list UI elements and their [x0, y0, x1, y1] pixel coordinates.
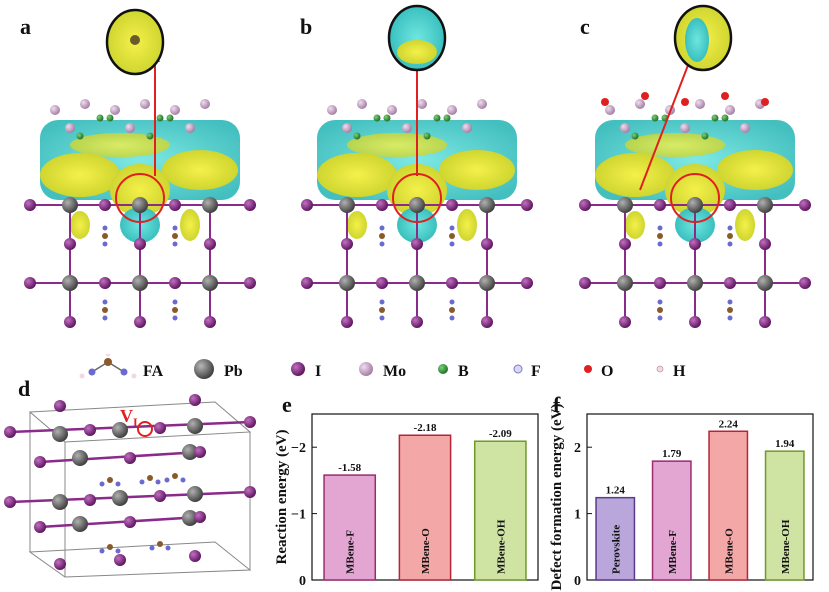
structure-panel-c	[578, 4, 812, 329]
legend-b: B	[438, 363, 469, 380]
legend-label-i: I	[315, 363, 321, 380]
legend-label-h: H	[673, 363, 686, 380]
charge-density-structures	[23, 4, 812, 329]
legend-f: F	[513, 363, 541, 380]
structure-panel-b	[300, 4, 534, 329]
structure-panel-a	[23, 8, 257, 329]
legend-i: I	[291, 362, 321, 380]
panel-letter-a: a	[20, 14, 31, 39]
chart-f-plot-frame	[586, 413, 814, 581]
vacancy-circle	[137, 421, 153, 437]
chart-f-ytick-label: 2	[574, 441, 581, 456]
legend-pb: Pb	[194, 359, 243, 380]
legend-label-o: O	[601, 363, 613, 380]
chart-e-bar	[323, 474, 377, 581]
chart-f-ytick-label: 0	[574, 574, 581, 589]
legend-label-fa: FA	[143, 363, 164, 380]
chart-f-category-label: MBene-O	[723, 528, 735, 574]
chart-f-value-label: 1.24	[606, 485, 626, 497]
chart-e-value-label: -2.18	[414, 422, 437, 434]
chart-f-category-label: MBene-OH	[780, 519, 792, 574]
o-atom-icon	[584, 365, 592, 373]
chart-e-category-label: MBene-O	[420, 528, 432, 574]
chart-e-category-label: MBene-OH	[495, 519, 507, 574]
chart-f-ylabel: Defect formation energy (eV)	[549, 404, 565, 591]
chart-f-value-label: 1.79	[662, 448, 682, 460]
panel-letter-c: c	[580, 14, 590, 39]
vacancy-label: VI	[120, 406, 138, 429]
chart-f-bar	[595, 496, 636, 581]
chart-e-value-label: -1.58	[338, 462, 361, 474]
chart-f-bar	[764, 450, 805, 581]
chart-e-ylabel: Reaction energy (eV)	[274, 430, 290, 565]
i-atom-icon	[291, 362, 305, 376]
element-legend: FA Pb I Mo B F O H	[79, 354, 686, 380]
f-atom-icon	[513, 364, 523, 374]
chart-f-category-label: Perovskite	[610, 525, 622, 574]
panel-letter-f: f	[553, 392, 561, 417]
panel-letter-e: e	[282, 392, 292, 417]
mo-atom-icon	[359, 362, 373, 376]
legend-label-f: F	[531, 363, 541, 380]
chart-f-value-label: 1.94	[775, 438, 795, 450]
panel-letter-d: d	[18, 376, 31, 401]
fa-molecule-icon	[79, 354, 137, 379]
chart-e-bar	[398, 434, 452, 581]
panel-letter-b: b	[300, 14, 313, 39]
legend-mo: Mo	[359, 362, 406, 380]
chart-e-ytick-label: 0	[299, 574, 306, 589]
chart-e-value-label: -2.09	[489, 428, 512, 440]
legend-label-b: B	[458, 363, 469, 380]
pb-atom-icon	[194, 359, 214, 379]
legend-o: O	[584, 363, 613, 380]
chart-e-ytick-label: −1	[291, 508, 306, 523]
chart-e-bar	[473, 440, 527, 581]
legend-h: H	[656, 363, 686, 380]
chart-f-ytick-label: 1	[574, 508, 581, 523]
defect-formation-energy-chart: 0 1 2 Defect formation energy (eV) 1.24 Perov…	[549, 404, 814, 591]
chart-f-bar	[651, 460, 692, 581]
h-atom-icon	[656, 365, 664, 373]
chart-f-bar	[708, 430, 749, 581]
legend-fa: FA	[79, 354, 164, 380]
vacancy-structure-panel-d: VI	[4, 394, 256, 578]
chart-f-category-label: MBene-F	[667, 530, 679, 574]
legend-label-mo: Mo	[383, 363, 406, 380]
chart-e-ytick-label: −2	[291, 441, 306, 456]
chart-f-value-label: 2.24	[719, 418, 739, 430]
chart-e-category-label: MBene-F	[345, 530, 357, 574]
b-atom-icon	[438, 364, 448, 374]
legend-label-pb: Pb	[224, 363, 243, 380]
